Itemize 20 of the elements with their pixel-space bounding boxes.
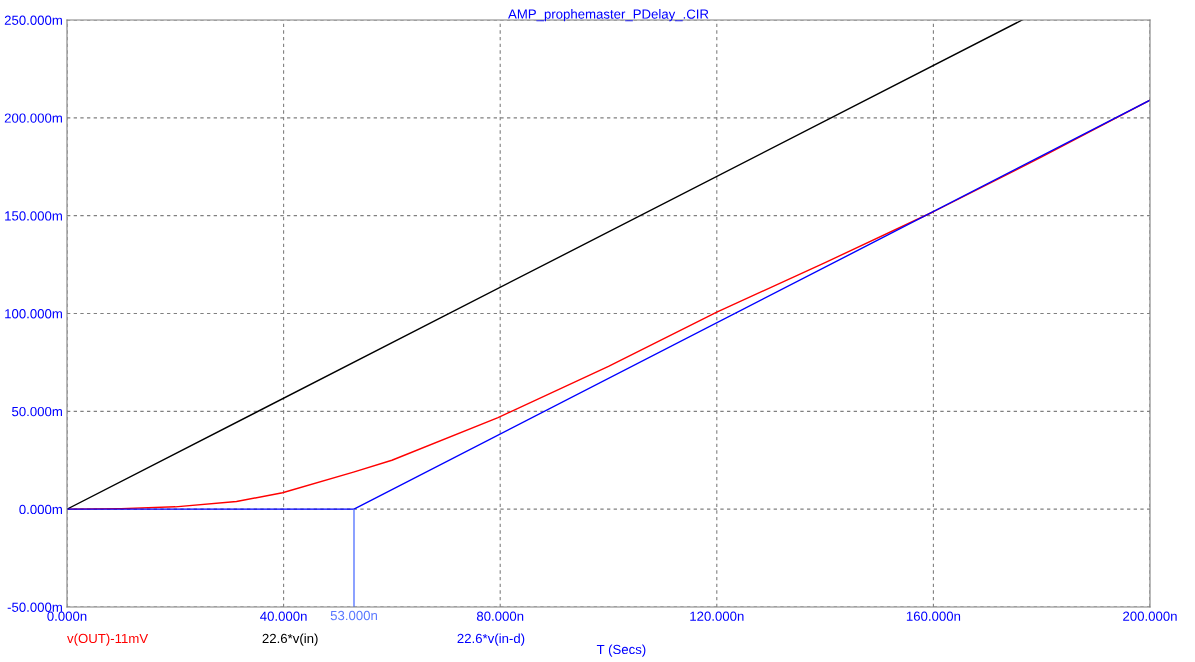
line-series (67, 99, 1150, 510)
x-tick-label: 0.000n (47, 611, 87, 621)
y-tick-label: 50.000m (12, 406, 62, 417)
text: v(OUT)-11mV (67, 633, 149, 646)
x-tick-label: 160.000n (906, 611, 961, 621)
text: 22.6*v(in-d) (457, 633, 525, 646)
y-tick-label: 250.000m (4, 15, 62, 25)
x-axis-title: T (Secs) (596, 644, 646, 657)
ref-line-label: 53.000n (330, 610, 377, 621)
y-tick-label: 200.000m (4, 113, 62, 123)
y-tick-label: 150.000m (5, 211, 62, 221)
x-tick-label: 120.000n (690, 611, 744, 621)
chart-title: AMP_prophemaster_PDelay_.CIR (508, 9, 709, 22)
text: 22.6*v(in) (262, 633, 318, 646)
x-tick-label: 40.000n (260, 611, 307, 621)
y-tick-label: 100.000m (5, 309, 62, 319)
x-tick-label: 80.000n (476, 611, 524, 621)
y-tick-label: 0.000m (19, 504, 62, 515)
y-tick-label: -50.000m (7, 602, 62, 612)
x-tick-label: 200.000n (1123, 611, 1177, 621)
